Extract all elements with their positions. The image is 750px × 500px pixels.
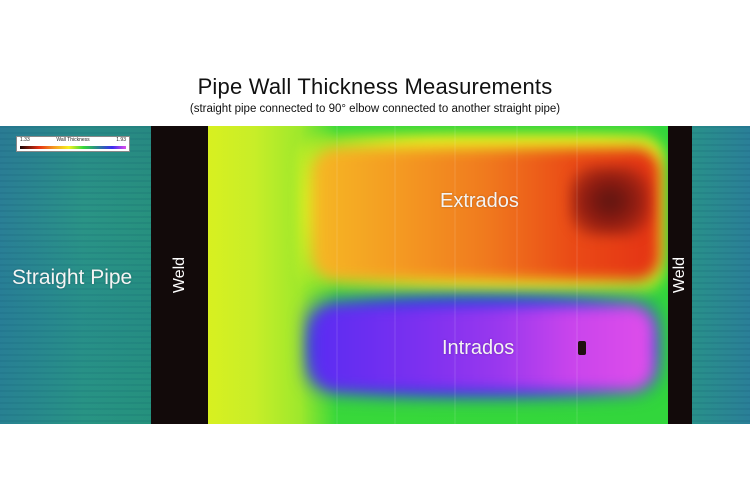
scan-stripe <box>394 126 396 424</box>
scan-stripe <box>516 126 518 424</box>
legend-color-bar <box>20 146 126 149</box>
weld-left-label: Weld <box>170 256 188 294</box>
extrados-thinnest-spot <box>570 166 650 236</box>
straight-pipe-left-region: 1.33 Wall Thickness 1.93 <box>0 126 151 424</box>
scan-stripe <box>576 126 578 424</box>
scan-stripe <box>336 126 338 424</box>
straight-pipe-right-region <box>692 126 750 424</box>
intrados-label: Intrados <box>442 337 515 359</box>
legend-max-value: 1.93 <box>116 137 126 143</box>
figure-subtitle: (straight pipe connected to 90° elbow co… <box>189 103 561 115</box>
extrados-label: Extrados <box>440 190 519 212</box>
weld-right-label: Weld <box>671 256 688 294</box>
defect-marker <box>578 341 586 355</box>
color-legend: 1.33 Wall Thickness 1.93 <box>16 136 130 152</box>
scan-stripe <box>454 126 456 424</box>
legend-title: Wall Thickness <box>56 137 90 143</box>
weld-right-region: Weld <box>668 126 692 424</box>
weld-left-region: Weld <box>151 126 208 424</box>
straight-pipe-label: Straight Pipe <box>12 266 133 289</box>
figure-title: Pipe Wall Thickness Measurements <box>197 74 553 99</box>
elbow-region <box>208 126 668 424</box>
thickness-scan-map: 1.33 Wall Thickness 1.93 Weld Weld Strai… <box>0 126 750 424</box>
legend-min-value: 1.33 <box>20 137 30 143</box>
intrados-thick-zone <box>312 306 654 390</box>
